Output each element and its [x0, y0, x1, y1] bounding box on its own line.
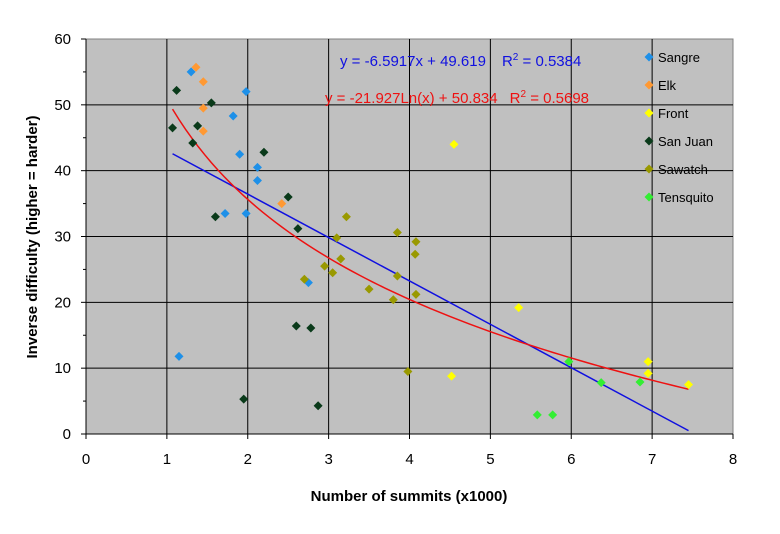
data-point-sawatch [341, 212, 351, 222]
data-point-sangre [241, 208, 251, 218]
x-tick-label: 2 [244, 451, 252, 468]
data-point-sangre [220, 208, 230, 218]
y-tick-label: 10 [54, 360, 71, 377]
data-point-sangre [241, 87, 251, 97]
legend-label-sawatch: Sawatch [658, 162, 708, 177]
data-point-elk [198, 103, 208, 113]
data-point-sangre [235, 149, 245, 159]
linear-equation-label: y = -6.5917x + 49.619 R2 = 0.5384 [340, 52, 581, 70]
data-point-san-juan [283, 192, 293, 202]
data-point-tensquito [564, 357, 574, 367]
legend-marker-front [644, 108, 654, 118]
data-point-san-juan [313, 401, 323, 411]
data-point-sawatch [332, 233, 342, 243]
x-tick-label: 5 [486, 451, 494, 468]
data-point-san-juan [193, 121, 203, 131]
axes: 0 1 2 3 4 5 6 7 8 0 10 20 30 40 50 60 [54, 31, 737, 468]
data-point-sawatch [411, 289, 421, 299]
data-point-san-juan [291, 321, 301, 331]
data-point-elk [198, 126, 208, 136]
x-tick-label: 7 [648, 451, 656, 468]
data-point-san-juan [210, 212, 220, 222]
data-point-sawatch [388, 295, 398, 305]
x-tick-label: 3 [324, 451, 332, 468]
data-point-sawatch [392, 228, 402, 238]
data-point-tensquito [635, 377, 645, 387]
data-point-san-juan [306, 323, 316, 333]
data-point-front [447, 371, 457, 381]
legend-label-tensquito: Tensquito [658, 190, 714, 205]
data-point-san-juan [168, 123, 178, 133]
data-point-sangre [186, 67, 196, 77]
y-tick-label: 50 [54, 97, 71, 114]
data-point-san-juan [188, 138, 198, 148]
data-point-front [449, 139, 459, 149]
data-point-sangre [252, 162, 262, 172]
data-point-sawatch [410, 249, 420, 259]
data-point-sawatch [403, 366, 413, 376]
legend-marker-tensquito [644, 192, 654, 202]
x-axis-title: Number of summits (x1000) [311, 488, 508, 505]
data-point-sawatch [364, 284, 374, 294]
data-point-sangre [228, 111, 238, 121]
data-point-san-juan [239, 394, 249, 404]
x-tick-label: 0 [82, 451, 90, 468]
data-point-front [643, 357, 653, 367]
log-equation-label: y = -21.927Ln(x) + 50.834 R2 = 0.5698 [325, 89, 589, 107]
data-point-sawatch [299, 274, 309, 284]
x-tick-label: 1 [163, 451, 171, 468]
legend-label-san-juan: San Juan [658, 134, 713, 149]
data-point-front [514, 303, 524, 313]
data-point-tensquito [548, 410, 558, 420]
data-point-elk [191, 62, 201, 72]
data-point-front [643, 368, 653, 378]
log-equation-text: y = -21.927Ln(x) + 50.834 [325, 90, 498, 107]
data-point-sawatch [392, 271, 402, 281]
data-point-sawatch [411, 237, 421, 247]
x-tick-label: 6 [567, 451, 575, 468]
legend-marker-san-juan [644, 136, 654, 146]
data-point-sawatch [328, 268, 338, 278]
legend-label-elk: Elk [658, 78, 677, 93]
y-tick-label: 60 [54, 31, 71, 48]
data-point-sawatch [320, 261, 330, 271]
data-point-san-juan [293, 224, 303, 234]
y-tick-label: 0 [63, 426, 71, 443]
data-point-sawatch [336, 254, 346, 264]
y-tick-label: 30 [54, 229, 71, 246]
data-point-tensquito [596, 378, 606, 388]
legend-marker-sawatch [644, 164, 654, 174]
data-point-tensquito [532, 410, 542, 420]
data-point-sangre [174, 351, 184, 361]
data-points [168, 62, 694, 420]
data-point-elk [277, 199, 287, 209]
legend-label-front: Front [658, 106, 689, 121]
legend-label-sangre: Sangre [658, 50, 700, 65]
x-tick-label: 4 [405, 451, 413, 468]
legend-marker-elk [644, 80, 654, 90]
x-tick-label: 8 [729, 451, 737, 468]
log-trendline [171, 108, 689, 390]
data-point-front [684, 380, 694, 390]
data-point-elk [198, 77, 208, 87]
legend: Sangre Elk Front San Juan Sawatch Tensquito [644, 50, 714, 205]
data-point-san-juan [259, 147, 269, 157]
trendline-equations: y = -6.5917x + 49.619 R2 = 0.5384 y = -21… [325, 52, 589, 107]
y-tick-label: 40 [54, 163, 71, 180]
data-point-sangre [252, 176, 262, 186]
data-point-san-juan [206, 98, 216, 108]
data-point-san-juan [172, 85, 182, 95]
y-tick-label: 20 [54, 294, 71, 311]
linear-equation-text: y = -6.5917x + 49.619 [340, 53, 486, 70]
y-axis-title: Inverse difficulty (higher = harder) [24, 116, 41, 359]
legend-marker-sangre [644, 52, 654, 62]
